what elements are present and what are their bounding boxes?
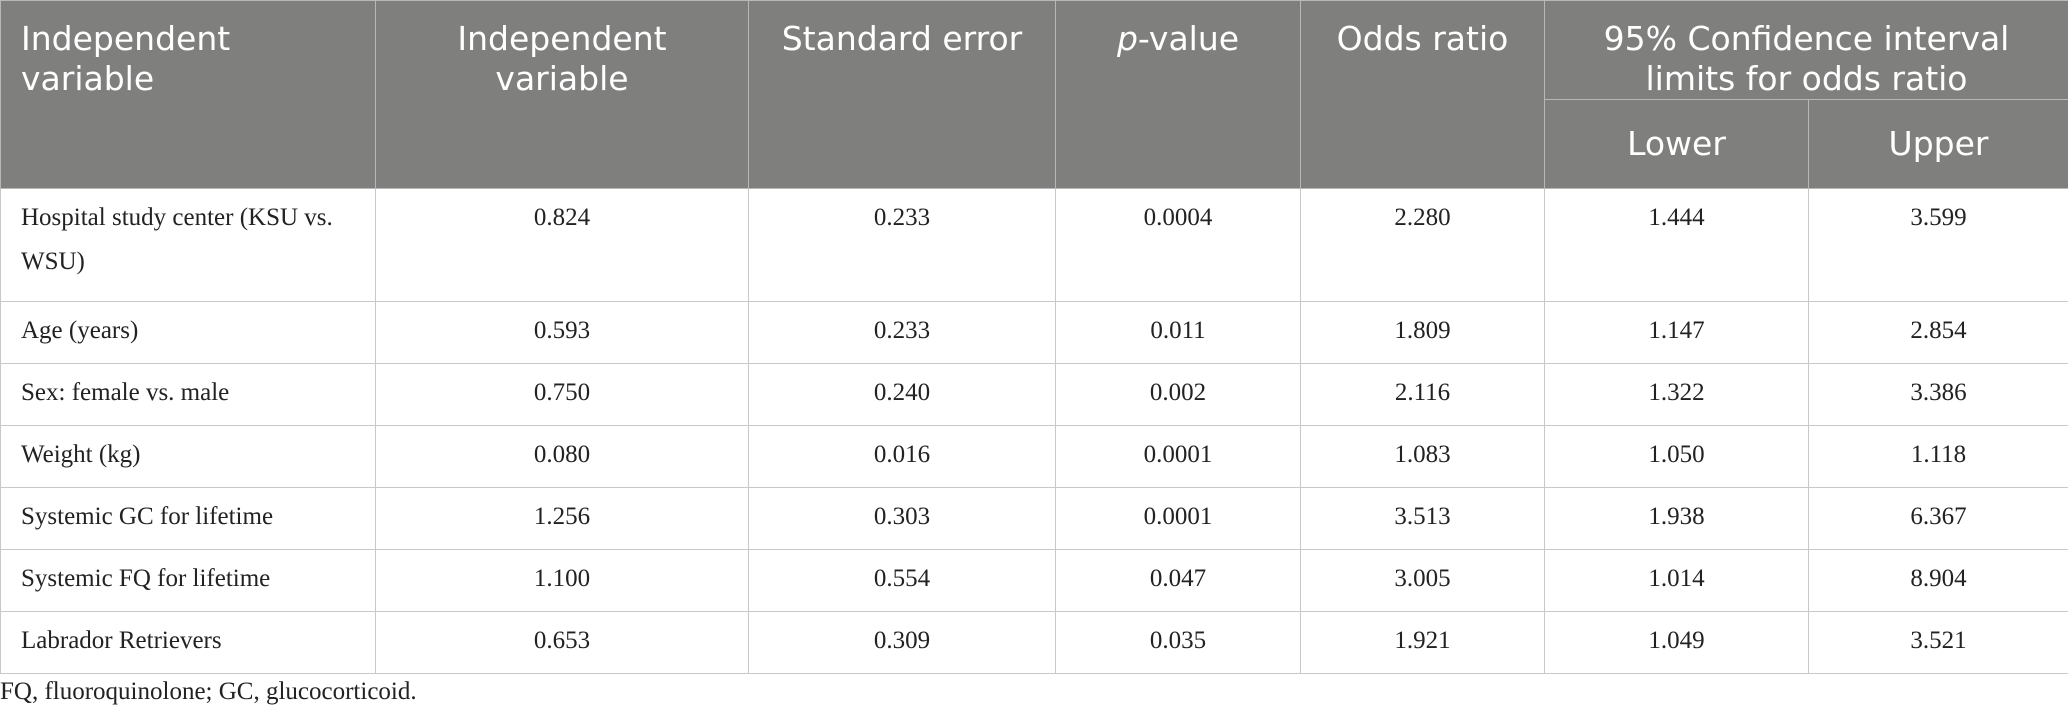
column-header: p-value — [1055, 0, 1301, 189]
results-table: Independent variable Independent variable… — [0, 0, 2068, 674]
table-cell: 3.386 — [1807, 363, 2068, 426]
table-body: Hospital study center (KSU vs. WSU) 0.824… — [0, 188, 2068, 674]
table-row: Hospital study center (KSU vs. WSU) 0.824… — [0, 188, 2068, 302]
table-cell: 0.554 — [748, 549, 1056, 612]
table-cell: 0.002 — [1055, 363, 1301, 426]
table-cell: 0.011 — [1055, 301, 1301, 364]
table-cell: 0.240 — [748, 363, 1056, 426]
table-cell: 1.049 — [1544, 611, 1809, 674]
table-cell: 0.824 — [375, 188, 749, 302]
table-cell: 1.083 — [1300, 425, 1545, 488]
table-row: Systemic GC for lifetime 1.256 0.303 0.0001… — [0, 487, 2068, 550]
table-cell: 0.309 — [748, 611, 1056, 674]
table-cell: 0.0001 — [1055, 425, 1301, 488]
table-cell: 0.035 — [1055, 611, 1301, 674]
table-cell: 2.116 — [1300, 363, 1545, 426]
table-cell: 0.0001 — [1055, 487, 1301, 550]
table-cell: 1.444 — [1544, 188, 1809, 302]
table-cell: Systemic FQ for lifetime — [0, 549, 376, 612]
table-row: Age (years) 0.593 0.233 0.011 1.809 1.147 2.85… — [0, 301, 2068, 364]
table-cell: 0.047 — [1055, 549, 1301, 612]
table-cell: 0.750 — [375, 363, 749, 426]
table-cell: 1.256 — [375, 487, 749, 550]
table-cell: Systemic GC for lifetime — [0, 487, 376, 550]
table-cell: 0.653 — [375, 611, 749, 674]
table-cell: 1.147 — [1544, 301, 1809, 364]
footnote: FQ, fluoroquinolone; GC, glucocorticoid. — [0, 678, 417, 705]
table-cell: 0.233 — [748, 301, 1056, 364]
column-header: Odds ratio — [1300, 0, 1545, 189]
table-cell: 0.233 — [748, 188, 1056, 302]
table-cell: 1.100 — [375, 549, 749, 612]
table-cell: 3.513 — [1300, 487, 1545, 550]
table-header: Independent variable Independent variable… — [0, 0, 2068, 189]
table-cell: 3.005 — [1300, 549, 1545, 612]
table-cell: 0.303 — [748, 487, 1056, 550]
table-cell: 8.904 — [1807, 549, 2068, 612]
table-cell: 1.938 — [1544, 487, 1809, 550]
table-cell: Hospital study center (KSU vs. WSU) — [0, 188, 376, 302]
subcolumn-header: Upper — [1807, 99, 2068, 189]
table-cell: 1.118 — [1807, 425, 2068, 488]
table-cell: 1.921 — [1300, 611, 1545, 674]
table-cell: 0.593 — [375, 301, 749, 364]
subcolumn-header: Lower — [1544, 99, 1809, 189]
table-cell: 0.0004 — [1055, 188, 1301, 302]
table-cell: 6.367 — [1807, 487, 2068, 550]
table-cell: Weight (kg) — [0, 425, 376, 488]
header-text: -value — [1137, 19, 1240, 58]
table-cell: 3.521 — [1807, 611, 2068, 674]
header-italic: p — [1116, 19, 1138, 58]
column-header: Independent variable — [0, 0, 376, 189]
table-row: Sex: female vs. male 0.750 0.240 0.002 2.116… — [0, 363, 2068, 426]
table-cell: Labrador Retrievers — [0, 611, 376, 674]
table-cell: 1.809 — [1300, 301, 1545, 364]
table-cell: Age (years) — [0, 301, 376, 364]
table-row: Weight (kg) 0.080 0.016 0.0001 1.083 1.050 1.1… — [0, 425, 2068, 488]
table-cell: 1.050 — [1544, 425, 1809, 488]
column-header: Independent variable — [375, 0, 749, 189]
table-cell: 1.322 — [1544, 363, 1809, 426]
table-cell: 2.280 — [1300, 188, 1545, 302]
column-header: Standard error — [748, 0, 1056, 189]
table-cell: 2.854 — [1807, 301, 2068, 364]
table-cell: 0.080 — [375, 425, 749, 488]
table-cell: 0.016 — [748, 425, 1056, 488]
table-row: Systemic FQ for lifetime 1.100 0.554 0.047 3… — [0, 549, 2068, 612]
table-row: Labrador Retrievers 0.653 0.309 0.035 1.921 1… — [0, 611, 2068, 674]
table-cell: 3.599 — [1807, 188, 2068, 302]
table-cell: 1.014 — [1544, 549, 1809, 612]
table-cell: Sex: female vs. male — [0, 363, 376, 426]
group-header: 95% Confidence interval limits for odds … — [1543, 0, 2068, 100]
subheader-row: Lower Upper — [1, 99, 2068, 189]
header-row: Independent variable Independent variable… — [0, 0, 2068, 189]
